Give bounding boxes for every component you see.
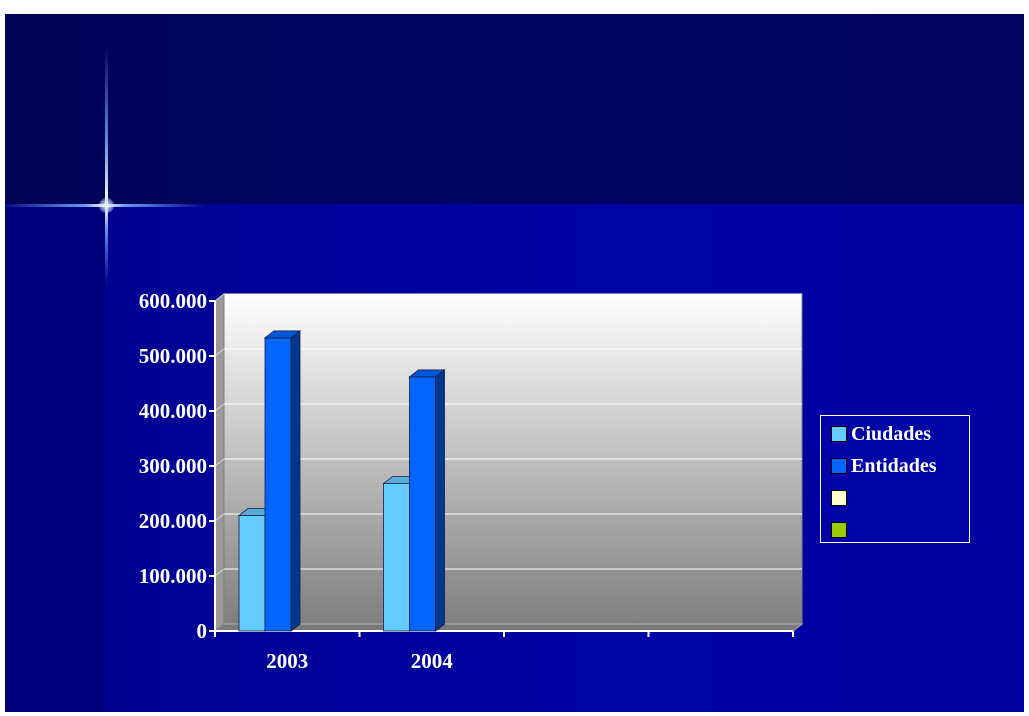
y-tick-label: 300.000 (139, 454, 207, 478)
bar-front (238, 515, 266, 632)
floor (213, 623, 804, 632)
gridline-depth (214, 403, 225, 412)
legend-swatch (831, 522, 847, 538)
bar (408, 369, 446, 632)
legend-swatch (831, 426, 847, 442)
bar-side (290, 330, 301, 632)
left-strip (5, 204, 105, 712)
legend-label: Ciudades (851, 422, 932, 445)
gridline-depth (214, 293, 225, 302)
x-tick-label: 2003 (266, 649, 308, 673)
light-flare-vertical (105, 44, 108, 284)
x-tick-label: 2004 (411, 649, 454, 673)
legend-item (831, 519, 851, 541)
bar (263, 330, 302, 632)
light-flare-core (99, 198, 114, 213)
legend-item (831, 487, 851, 509)
x-axis-tick-labels: 2003 2004 (266, 649, 453, 673)
bars (237, 330, 446, 632)
y-tick-label: 0 (197, 619, 208, 643)
bar-front (264, 337, 292, 632)
legend-swatch (831, 458, 847, 474)
y-tick-label: 400.000 (139, 399, 207, 423)
plot-area (213, 292, 804, 633)
gridlines (214, 293, 802, 577)
legend-item: Entidades (831, 455, 937, 477)
legend-swatch (831, 490, 847, 506)
gridline-depth (214, 348, 225, 357)
bar-front (383, 483, 410, 632)
gridline-depth (214, 513, 225, 522)
legend-label: Entidades (851, 454, 937, 477)
gridline-depth (214, 568, 225, 577)
y-tick-label: 100.000 (139, 564, 207, 588)
y-tick-label: 200.000 (139, 509, 207, 533)
y-axis-tick-labels: 0 100.000 200.000 300.000 400.000 500.000 600.… (139, 289, 207, 643)
legend: Ciudades Entidades (820, 415, 970, 543)
gridline-depth (214, 458, 225, 467)
bar-side (435, 369, 445, 632)
axes (209, 300, 794, 637)
legend-item: Ciudades (831, 423, 931, 445)
y-tick-label: 600.000 (139, 289, 207, 313)
y-tick-label: 500.000 (139, 344, 207, 368)
title-band (5, 14, 1024, 204)
bar-front (409, 376, 436, 632)
